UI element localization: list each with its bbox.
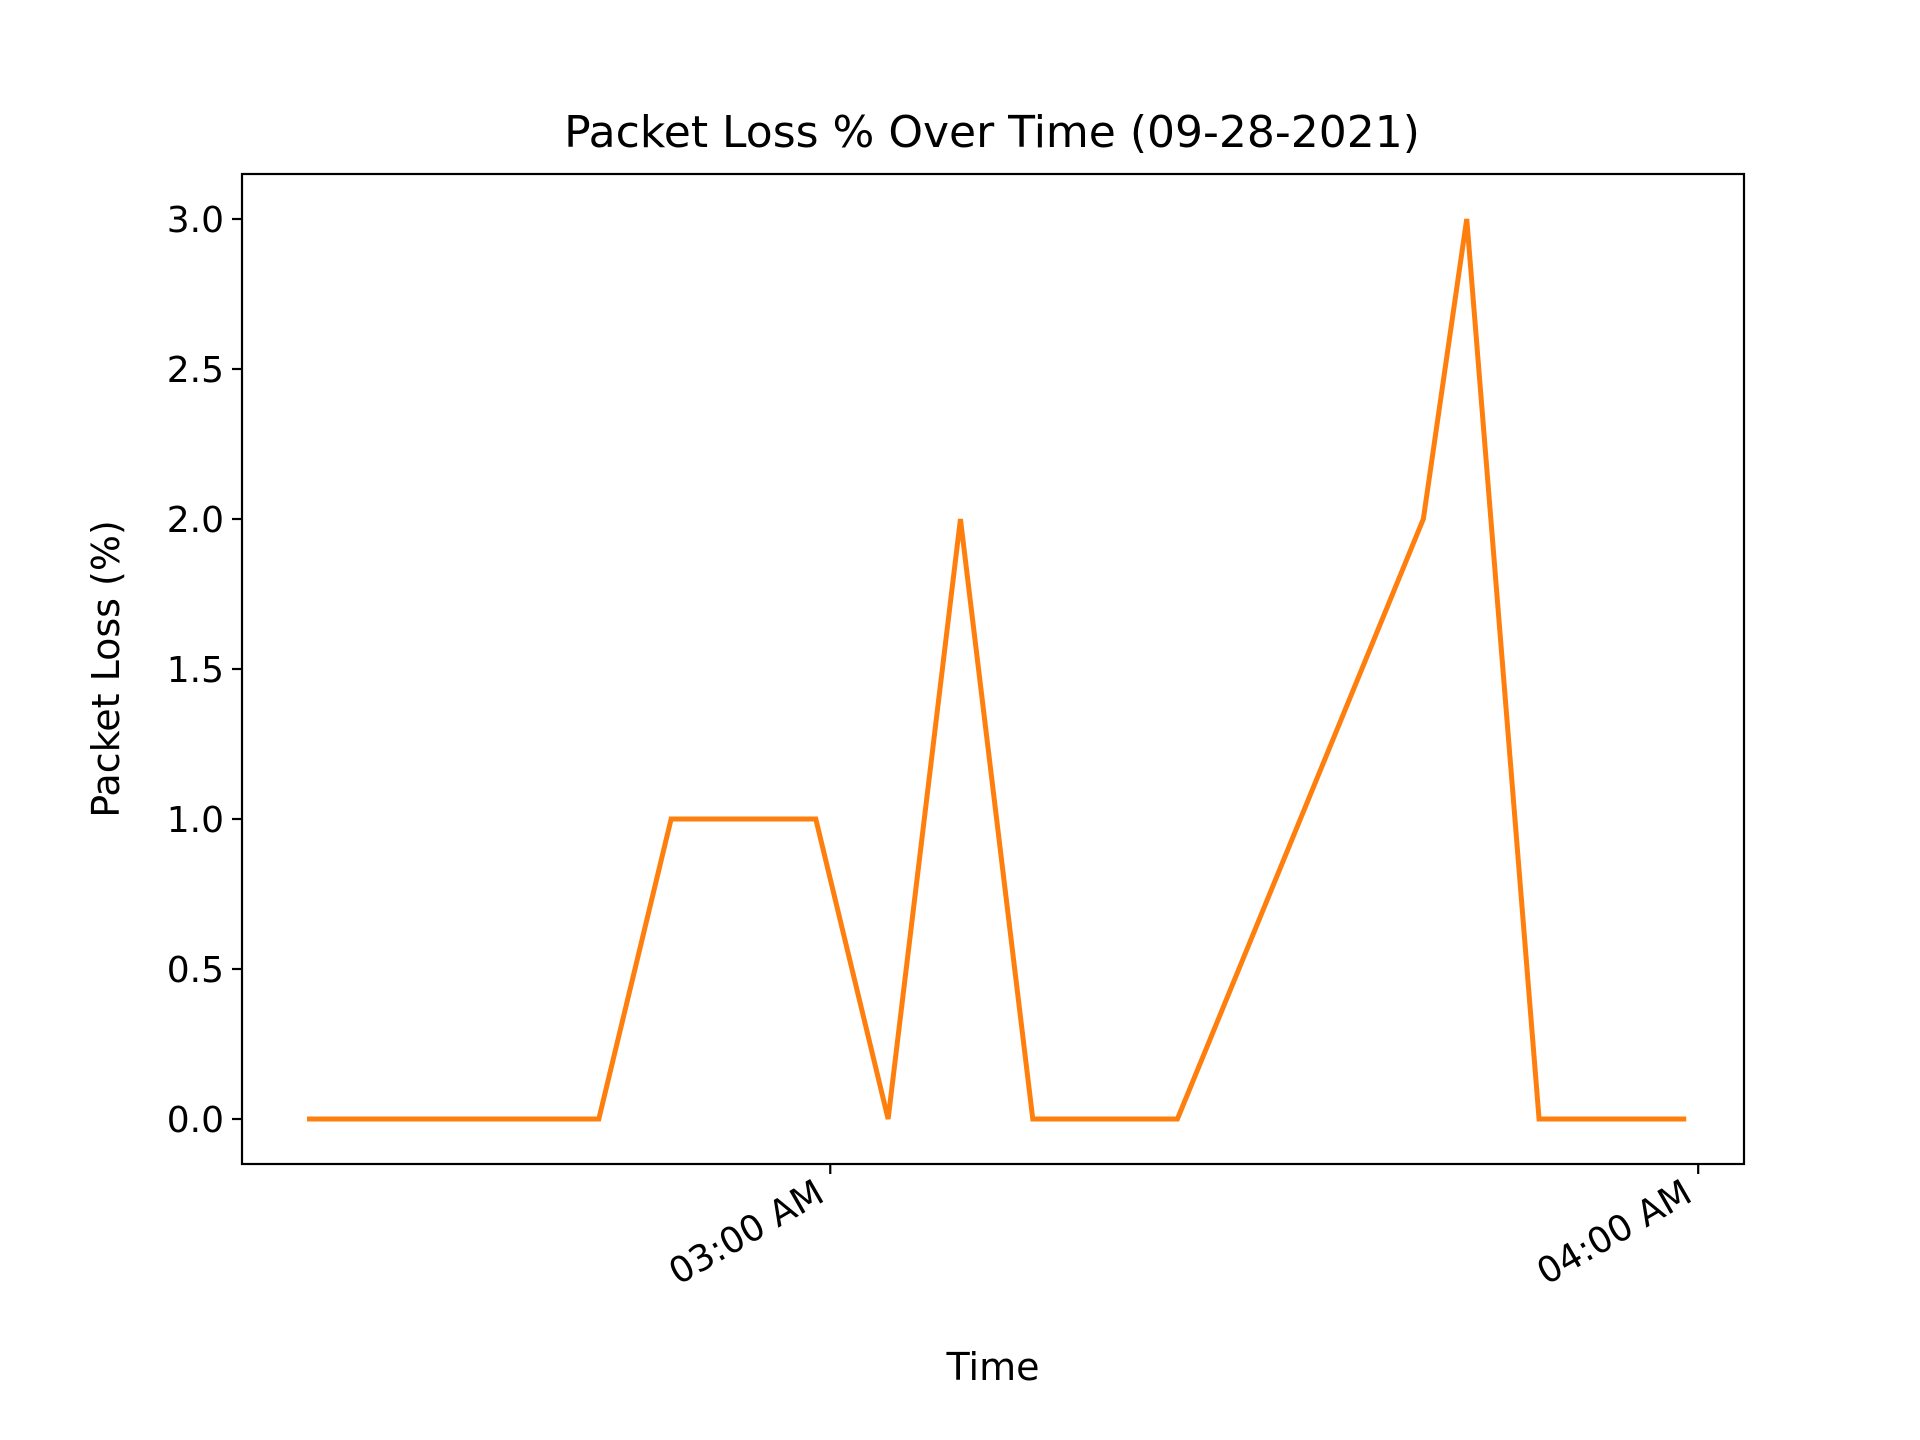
y-tick-label: 2.0 <box>167 500 224 541</box>
chart-title: Packet Loss % Over Time (09-28-2021) <box>564 107 1420 158</box>
series-line-0 <box>307 218 1687 1122</box>
y-tick-label: 0.5 <box>167 950 224 991</box>
y-tick-label: 1.0 <box>167 800 224 841</box>
y-axis-label: Packet Loss (%) <box>84 520 128 818</box>
y-tick-label: 1.5 <box>167 650 224 691</box>
y-tick-label: 2.5 <box>167 350 224 391</box>
series-layer <box>307 218 1687 1122</box>
x-axis-label: Time <box>946 1345 1040 1389</box>
y-tick-label: 0.0 <box>167 1100 224 1141</box>
y-axis-ticks: 0.0 0.5 1.0 1.5 2.0 2.5 3.0 <box>167 200 242 1141</box>
y-tick-label: 3.0 <box>167 200 224 241</box>
